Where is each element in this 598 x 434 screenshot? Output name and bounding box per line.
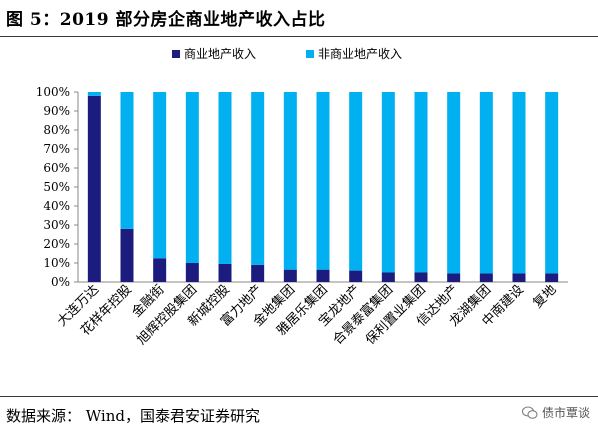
bar-commercial: [283, 269, 297, 282]
stacked-bar-chart: 商业地产收入 非商业地产收入 0% 10% 20% 30% 40% 50% 60% 70% 80% 9…: [36, 46, 568, 348]
bar-commercial: [120, 228, 134, 282]
bar-commercial: [251, 264, 265, 282]
y-tick-label: 100%: [36, 85, 70, 99]
bar-non-commercial: [545, 92, 559, 274]
bar-non-commercial: [153, 92, 167, 259]
watermark: 债市覃谈: [521, 404, 590, 421]
legend-label: 商业地产收入: [184, 46, 256, 61]
bar-commercial: [87, 95, 101, 282]
wechat-icon: [521, 406, 538, 419]
bar-non-commercial: [349, 92, 363, 271]
bar-commercial: [381, 272, 395, 282]
figure-header: 图 5：2019 部分房企商业地产收入占比: [0, 0, 598, 36]
bar-commercial: [316, 269, 330, 282]
legend-swatch: [306, 50, 314, 58]
y-tick-label: 0%: [51, 275, 70, 289]
bar-non-commercial: [381, 92, 395, 273]
bar-commercial: [414, 272, 428, 282]
figure-title: 图 5：2019 部分房企商业地产收入占比: [6, 10, 326, 30]
source-note: 数据来源： Wind，国泰君安证券研究: [6, 407, 260, 425]
bar-non-commercial: [512, 92, 526, 274]
bar-commercial: [512, 273, 526, 282]
bar-commercial: [349, 270, 363, 282]
legend-label: 非商业地产收入: [318, 46, 402, 61]
bar-non-commercial: [479, 92, 493, 274]
y-tick-label: 70%: [43, 142, 70, 156]
bar-non-commercial: [414, 92, 428, 273]
y-tick-label: 30%: [43, 218, 70, 232]
y-tick-label: 40%: [43, 199, 70, 213]
y-tick-label: 20%: [43, 237, 70, 251]
y-tick-label: 90%: [43, 104, 70, 118]
bar-non-commercial: [87, 92, 101, 96]
y-tick-label: 60%: [43, 161, 70, 175]
bar-non-commercial: [218, 92, 232, 264]
bar-commercial: [479, 273, 493, 282]
bar-non-commercial: [251, 92, 265, 265]
y-tick-label: 80%: [43, 123, 70, 137]
y-tick-label: 50%: [43, 180, 70, 194]
bar-non-commercial: [120, 92, 134, 229]
bar-non-commercial: [447, 92, 461, 274]
top-rule: [0, 36, 598, 37]
bottom-rule: [0, 396, 598, 397]
bar-non-commercial: [185, 92, 199, 263]
x-tick-label: 复地: [530, 282, 559, 311]
watermark-text: 债市覃谈: [541, 406, 590, 420]
y-tick-label: 10%: [43, 256, 70, 270]
bar-commercial: [218, 263, 232, 282]
bar-commercial: [447, 273, 461, 282]
legend-swatch: [172, 50, 180, 58]
bar-non-commercial: [316, 92, 330, 270]
bar-commercial: [545, 273, 559, 282]
bar-commercial: [153, 258, 167, 282]
bar-non-commercial: [283, 92, 297, 270]
bar-commercial: [185, 263, 199, 282]
